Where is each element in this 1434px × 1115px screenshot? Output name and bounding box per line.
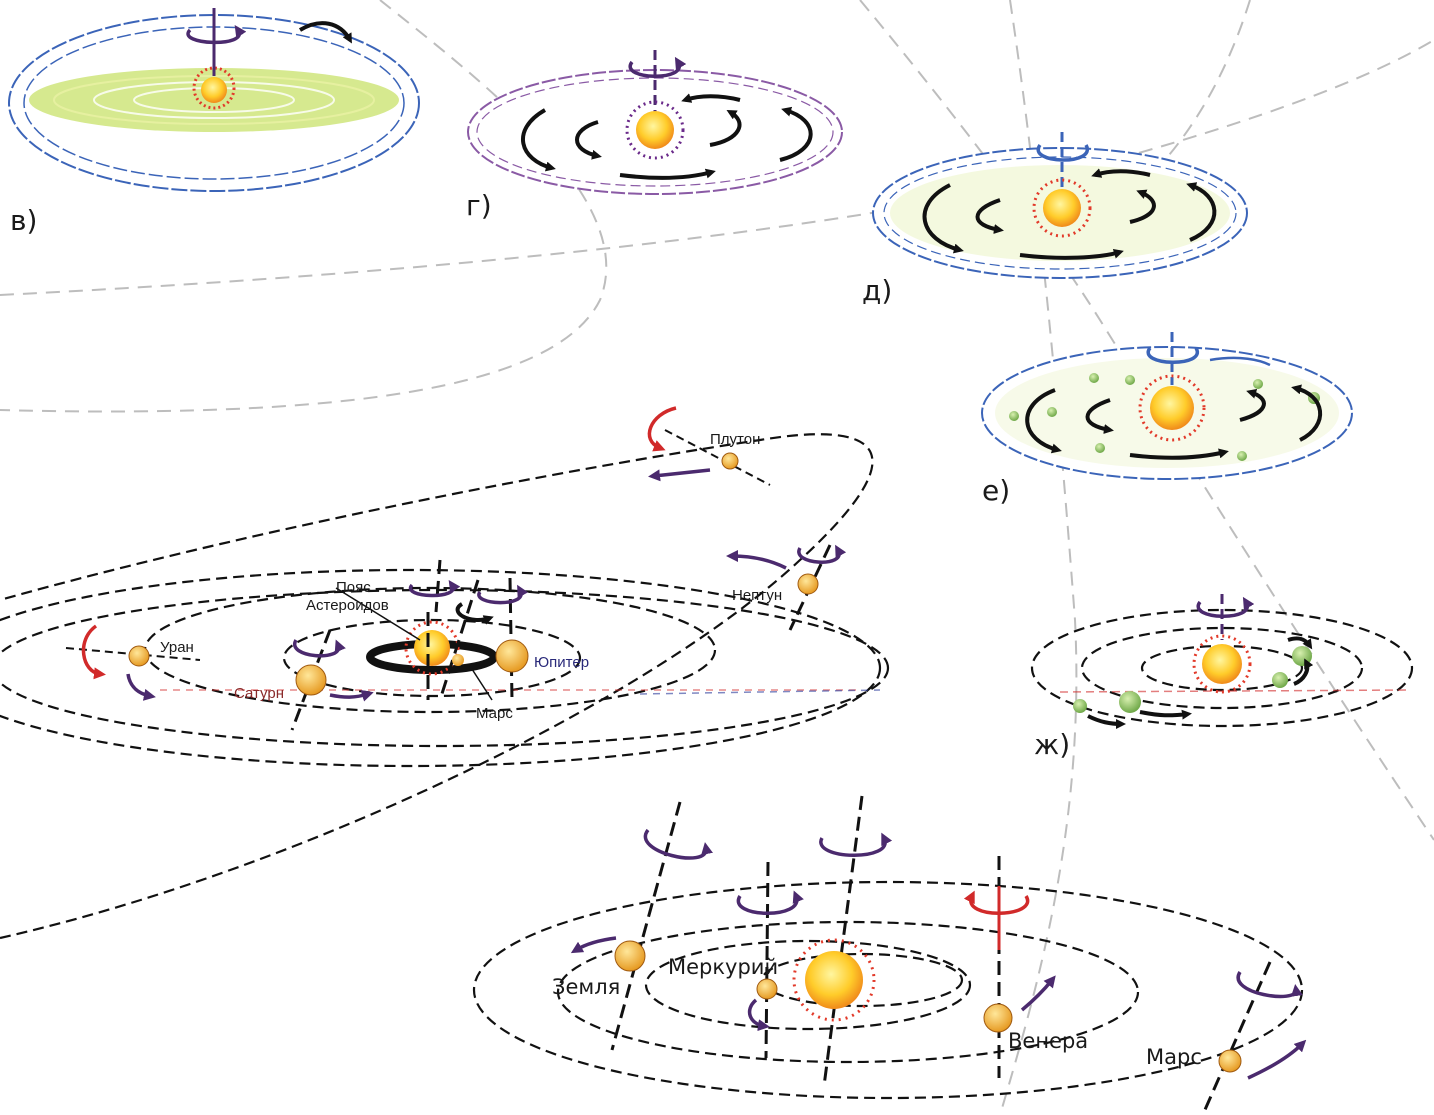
label-pluto: Плутон bbox=[710, 431, 760, 448]
planet-neptune bbox=[726, 544, 847, 631]
label-uranus: Уран bbox=[160, 639, 194, 656]
protoplanet-zh-3 bbox=[1119, 691, 1141, 713]
spin-arrow-venus bbox=[963, 890, 1030, 915]
planet-venus bbox=[963, 856, 1056, 1078]
spin-arrow-jupiter bbox=[477, 584, 529, 605]
panel-label-e: е) bbox=[982, 474, 1010, 507]
planet-jupiter bbox=[495, 639, 529, 673]
label-neptune: Нептун bbox=[732, 587, 782, 604]
label-mars-inner: Марс bbox=[1146, 1045, 1202, 1069]
spin-arrow-saturn bbox=[292, 639, 346, 658]
label-mercury: Меркурий bbox=[668, 955, 778, 979]
outer-solar-system bbox=[0, 406, 889, 940]
spin-arrow-sun-inner bbox=[819, 832, 893, 857]
label-jupiter: Юпитер bbox=[534, 654, 589, 671]
label-asteroid-belt-1: Пояс bbox=[336, 579, 371, 596]
protoplanet-zh-1 bbox=[1292, 646, 1312, 666]
planet-pluto bbox=[647, 406, 771, 486]
sun-inner bbox=[792, 795, 893, 1087]
panel-label-g: г) bbox=[466, 189, 492, 222]
spin-arrow-earth bbox=[643, 828, 713, 860]
panel-v-nebula-disk bbox=[8, 8, 420, 192]
protoplanet-zh-2 bbox=[1272, 672, 1288, 688]
spin-arrow-uranus bbox=[81, 624, 106, 680]
panel-g-cloud-disk bbox=[467, 50, 843, 195]
spin-arrow-mars-inner bbox=[1236, 971, 1303, 999]
panel-zh-young-system bbox=[1030, 594, 1414, 729]
spin-arrow-d bbox=[1036, 143, 1090, 162]
sun-zh bbox=[1192, 634, 1252, 694]
spin-arrow-v bbox=[186, 24, 247, 45]
spin-arrow-mercury bbox=[736, 890, 804, 915]
panel-e-cloud-disk bbox=[981, 332, 1353, 480]
planet-saturn bbox=[290, 629, 374, 731]
protosun-v bbox=[192, 66, 236, 110]
spin-arrow-g bbox=[628, 56, 687, 78]
panel-d-cloud-disk bbox=[872, 132, 1248, 279]
planet-earth bbox=[570, 801, 713, 1051]
inner-solar-system bbox=[472, 795, 1307, 1113]
spin-arrow-e bbox=[1146, 346, 1200, 364]
label-venus: Венера bbox=[1008, 1029, 1088, 1053]
protosun-e bbox=[1138, 374, 1206, 442]
label-saturn: Сатурн bbox=[234, 685, 284, 702]
planetesimals-e bbox=[1009, 373, 1320, 461]
spin-arrow-zh bbox=[1196, 596, 1255, 618]
protoplanet-zh-4 bbox=[1073, 699, 1087, 713]
protosun-d bbox=[1032, 178, 1092, 238]
panel-label-zh: ж) bbox=[1034, 728, 1070, 761]
panel-label-d: д) bbox=[862, 274, 892, 307]
spin-arrow-pluto bbox=[647, 406, 677, 452]
planet-mercury bbox=[736, 861, 804, 1059]
spin-arrow-sun-outer bbox=[408, 579, 461, 598]
label-asteroid-belt-2: Астероидов bbox=[306, 597, 389, 614]
panel-label-v: в) bbox=[10, 204, 37, 237]
label-mars-outer: Марс bbox=[476, 705, 513, 722]
protosun-g bbox=[625, 100, 685, 160]
planet-mars-inner bbox=[1202, 961, 1307, 1113]
planet-mars-outer bbox=[452, 654, 464, 666]
planet-uranus bbox=[65, 624, 201, 701]
spin-arrow-neptune bbox=[797, 544, 847, 564]
label-earth: Земля bbox=[552, 975, 620, 999]
